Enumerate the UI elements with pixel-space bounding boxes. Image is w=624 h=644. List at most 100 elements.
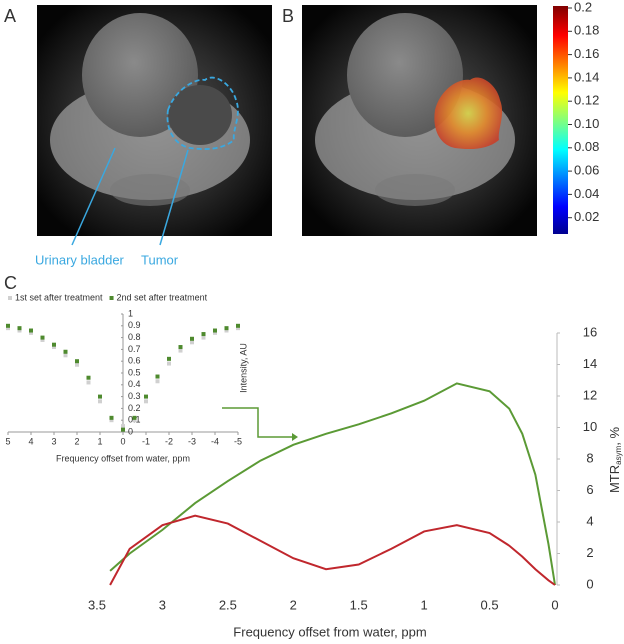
mri-image-a — [37, 5, 272, 236]
panel-label: A — [4, 6, 16, 26]
y-tick-label: 10 — [583, 419, 597, 434]
x-tick-label: 3.5 — [88, 597, 106, 612]
x-tick-label: -5 — [234, 436, 242, 446]
x-tick-label: -1 — [142, 436, 150, 446]
colorbar-tick-label: 0.02 — [574, 209, 599, 224]
y-tick-label: 0.7 — [128, 344, 141, 354]
callout-arrowhead — [292, 433, 298, 441]
y-axis-label-part: asym — [614, 445, 623, 464]
line-series — [109, 382, 556, 586]
point — [52, 345, 56, 350]
panel-label: B — [282, 6, 294, 26]
x-tick-label: 0.5 — [481, 597, 499, 612]
colorbar-tick-label: 0.04 — [574, 186, 599, 201]
colorbar-tick-label: 0.10 — [574, 116, 599, 131]
point — [121, 427, 125, 432]
legend-label: 2nd set after treatment — [117, 292, 208, 302]
point — [236, 326, 240, 331]
annotation: Tumor — [141, 252, 179, 267]
colorbar-tick-label: 0.14 — [574, 69, 599, 84]
point — [213, 328, 217, 333]
y-tick-label: 8 — [586, 450, 593, 465]
callout-arrow — [222, 407, 292, 438]
y-tick-label: 6 — [586, 482, 593, 497]
y-tick-label: 2 — [586, 545, 593, 560]
colorbar — [553, 6, 568, 234]
point — [178, 348, 183, 353]
point — [132, 415, 137, 420]
x-tick-label: 3 — [51, 436, 56, 446]
x-axis-label: Frequency offset from water, ppm — [56, 453, 190, 463]
x-tick-label: 3 — [159, 597, 166, 612]
point — [121, 424, 125, 429]
y-tick-label: 0.9 — [128, 320, 141, 330]
point — [201, 332, 206, 337]
point — [109, 418, 114, 423]
x-axis-label: Frequency offset from water, ppm — [233, 624, 426, 639]
annotation-lines — [71, 147, 189, 246]
y-tick-label: 16 — [583, 324, 597, 339]
point — [29, 330, 33, 335]
point — [86, 375, 91, 380]
point — [155, 379, 160, 384]
x-tick-label: -3 — [188, 436, 196, 446]
panel-label: C — [4, 273, 17, 293]
x-tick-label: 1.5 — [350, 597, 368, 612]
y-tick-label: 0.6 — [128, 356, 141, 366]
point — [190, 336, 194, 341]
point — [17, 328, 22, 333]
x-tick-label: 5 — [5, 436, 10, 446]
point — [236, 323, 240, 328]
point — [190, 340, 194, 345]
point — [178, 345, 183, 350]
point — [75, 362, 79, 367]
point — [144, 394, 148, 399]
point — [132, 418, 137, 423]
y-tick-label: 14 — [583, 356, 597, 371]
colorbar-tick-label: 0.06 — [574, 163, 599, 178]
x-tick-label: 2 — [290, 597, 297, 612]
y-tick-label: 0 — [128, 426, 133, 436]
x-tick-label: 0 — [551, 597, 558, 612]
x-tick-label: 1 — [97, 436, 102, 446]
point — [167, 361, 171, 366]
y-tick-label: 0.4 — [128, 379, 141, 389]
legend-label: 1st set after treatment — [15, 292, 103, 302]
y-tick-label: 0.3 — [128, 391, 141, 401]
colorbar-tick-label: 0.18 — [574, 23, 599, 38]
x-tick-label: 1 — [421, 597, 428, 612]
point — [224, 328, 229, 333]
mri-image-b — [302, 5, 537, 236]
x-tick-label: -4 — [211, 436, 219, 446]
x-tick-label: 0 — [120, 436, 125, 446]
y-axis-label-part: , % — [607, 427, 622, 446]
point — [63, 349, 68, 354]
colorbar-tick-label: 0.16 — [574, 46, 599, 61]
legend-marker — [8, 296, 12, 300]
annotation: Urinary bladder — [35, 252, 125, 267]
colorbar-tick-label: 0.12 — [574, 93, 599, 108]
point — [6, 326, 10, 331]
legend-marker — [109, 296, 114, 300]
y-tick-label: 12 — [583, 387, 597, 402]
point — [40, 337, 45, 342]
line-series — [109, 514, 556, 586]
point — [155, 374, 160, 379]
y-axis-label: Intensity, AU — [238, 343, 248, 393]
point — [17, 326, 22, 331]
colorbar-tick-label: 0.08 — [574, 139, 599, 154]
y-tick-label: 1 — [128, 308, 133, 318]
x-tick-label: 2 — [74, 436, 79, 446]
y-axis-label-part: MTR — [607, 465, 622, 493]
point — [167, 356, 171, 361]
x-tick-label: -2 — [165, 436, 173, 446]
point — [144, 399, 148, 404]
y-tick-label: 0.2 — [128, 403, 141, 413]
y-tick-label: 4 — [586, 513, 593, 528]
point — [109, 415, 114, 420]
point — [201, 335, 206, 340]
y-tick-label: 0.5 — [128, 367, 141, 377]
point — [52, 342, 56, 347]
point — [29, 328, 33, 333]
